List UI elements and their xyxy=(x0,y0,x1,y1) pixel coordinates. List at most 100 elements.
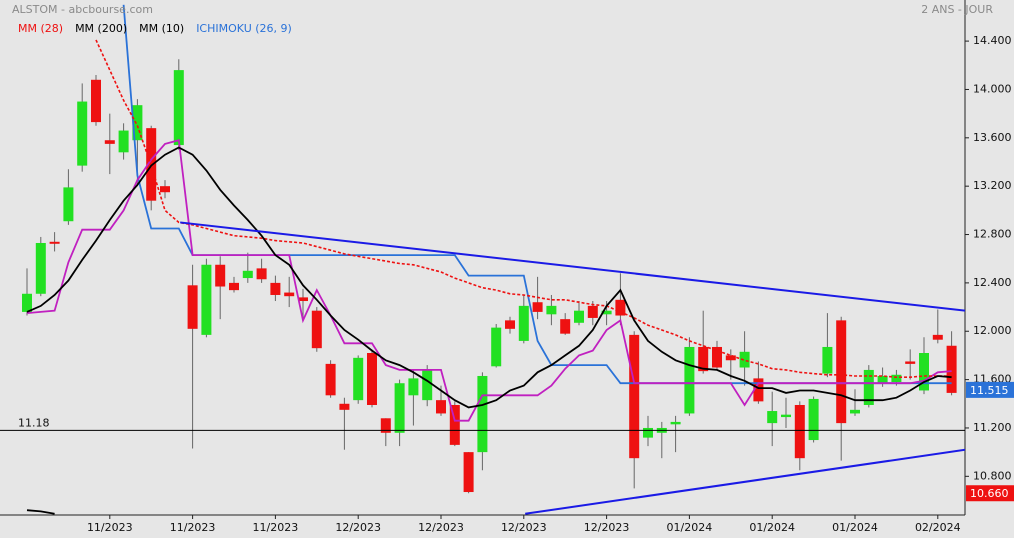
candle-body xyxy=(367,353,377,405)
x-tick-label: 01/2024 xyxy=(667,521,713,534)
x-tick-label: 01/2024 xyxy=(832,521,878,534)
y-tick-label: 11.200 xyxy=(973,421,1012,434)
y-tick-label: 14.400 xyxy=(973,34,1012,47)
candle-body xyxy=(877,375,888,384)
y-tick-label: 13.200 xyxy=(973,179,1012,192)
price-tag-label: 11.515 xyxy=(970,384,1009,397)
candle-body xyxy=(698,346,709,372)
candle-body xyxy=(436,400,446,414)
candle-body xyxy=(394,383,405,433)
legend-entry: MM (28) xyxy=(18,22,63,35)
candle-body xyxy=(77,101,88,166)
candle-body xyxy=(63,187,74,222)
candle-body xyxy=(932,334,943,340)
candle-body xyxy=(601,310,612,315)
candle-body xyxy=(712,346,722,368)
candle-body xyxy=(794,404,805,459)
candle-body xyxy=(629,334,640,459)
candle-body xyxy=(505,320,515,329)
candle-body xyxy=(643,427,653,438)
candle-body xyxy=(767,411,778,424)
candle-body xyxy=(574,310,584,323)
candle-body xyxy=(891,374,902,383)
chart-title: ALSTOM - abcbourse.com xyxy=(12,3,153,16)
x-tick-label: 11/2023 xyxy=(253,521,299,534)
candle-body xyxy=(132,105,143,141)
y-tick-label: 12.000 xyxy=(973,324,1012,337)
y-tick-label: 10.800 xyxy=(973,469,1012,482)
candle-body xyxy=(518,305,529,341)
x-tick-label: 11/2023 xyxy=(87,521,133,534)
candle-body xyxy=(215,264,226,287)
candle-body xyxy=(463,452,474,493)
candle-body xyxy=(449,404,460,445)
candle-body xyxy=(836,320,847,424)
candle-body xyxy=(587,305,598,318)
candle-body xyxy=(739,351,750,368)
chart-subtitle: 2 ANS - JOUR xyxy=(921,3,993,16)
candle-body xyxy=(229,282,239,291)
candle-body xyxy=(408,378,419,396)
x-tick-label: 12/2023 xyxy=(335,521,381,534)
price-tag xyxy=(966,485,1014,502)
y-tick-label: 12.400 xyxy=(973,276,1012,289)
y-tick-label: 13.600 xyxy=(973,131,1012,144)
candle-body xyxy=(684,346,695,414)
legend-entry: MM (200) xyxy=(75,22,127,35)
candle-body xyxy=(380,418,391,433)
candle-body xyxy=(91,79,101,123)
candle-body xyxy=(422,369,433,401)
candle-body xyxy=(104,140,115,144)
price-tag-label: 10.660 xyxy=(970,487,1009,500)
candle-body xyxy=(311,310,322,349)
moving-average xyxy=(26,509,55,515)
candle-body xyxy=(201,264,212,335)
trendline xyxy=(525,448,965,515)
candle-body xyxy=(560,319,571,334)
candle-body xyxy=(725,355,736,361)
candle-body xyxy=(491,327,502,367)
x-tick-label: 02/2024 xyxy=(915,521,961,534)
candle-body xyxy=(298,297,308,302)
candle-body xyxy=(353,357,364,401)
candle-body xyxy=(173,70,184,146)
candle-body xyxy=(22,293,32,312)
candle-body xyxy=(919,353,929,391)
x-tick-label: 01/2024 xyxy=(749,521,795,534)
price-tag xyxy=(966,381,1014,398)
candle-body xyxy=(670,421,681,425)
candle-body xyxy=(808,398,819,441)
candle-body xyxy=(118,130,129,153)
candle-body xyxy=(905,361,916,364)
ichimoku-tenkan xyxy=(26,139,952,422)
candle-body xyxy=(49,241,60,244)
x-tick-label: 12/2023 xyxy=(418,521,464,534)
candle-body xyxy=(256,268,267,280)
legend-entry: ICHIMOKU (26, 9) xyxy=(196,22,292,35)
moving-average xyxy=(95,39,952,378)
candle-body xyxy=(546,305,557,315)
candle-body xyxy=(35,242,46,294)
candle-body xyxy=(946,345,957,393)
level-label: 11.18 xyxy=(18,416,50,429)
candle-body xyxy=(339,403,350,410)
candle-body xyxy=(187,285,198,329)
candle-body xyxy=(850,409,860,414)
candle-body xyxy=(615,299,626,316)
candle-body xyxy=(477,375,488,453)
trendline xyxy=(180,221,965,312)
candle-body xyxy=(863,369,874,405)
x-tick-label: 11/2023 xyxy=(170,521,216,534)
x-tick-label: 12/2023 xyxy=(501,521,547,534)
candle-body xyxy=(325,363,336,396)
y-tick-label: 14.000 xyxy=(973,82,1012,95)
candle-body xyxy=(532,302,543,312)
candle-body xyxy=(270,282,281,295)
y-tick-label: 12.800 xyxy=(973,228,1012,241)
plot-area xyxy=(22,4,965,515)
candle-body xyxy=(242,270,253,279)
candle-body xyxy=(284,292,295,297)
candle-body xyxy=(160,186,170,193)
